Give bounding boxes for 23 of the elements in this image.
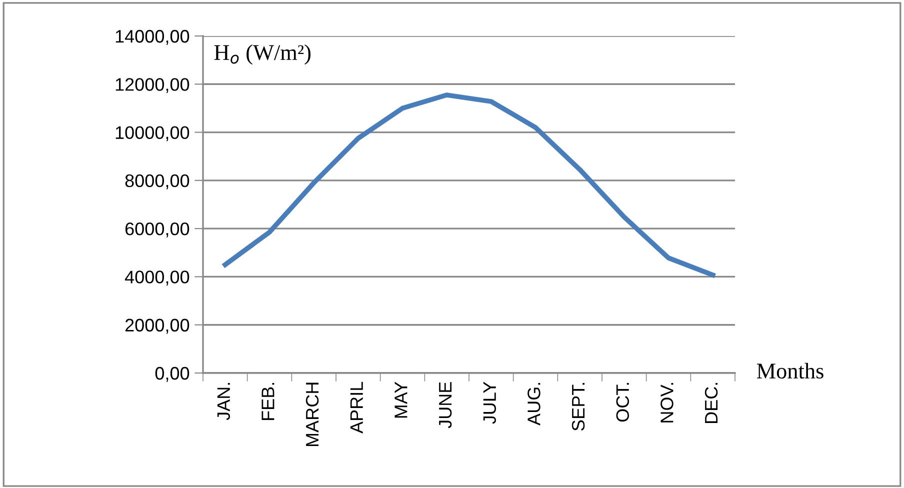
- x-tick-label: MAY: [394, 382, 408, 418]
- y-tick-label: 0,00: [155, 366, 190, 382]
- y-axis-title: H$_{o}$ (W/m²): [214, 44, 310, 65]
- x-tick-label: OCT.: [616, 382, 630, 422]
- x-tick-label: JULY: [483, 382, 496, 424]
- x-tick-label: AUG.: [528, 382, 540, 426]
- x-tick-label: MARCH: [306, 382, 319, 446]
- y-tick-label: 6000,00: [125, 222, 190, 238]
- y-tick-label: 4000,00: [124, 270, 190, 286]
- line-series: [222, 92, 716, 278]
- y-tick-label: 2000,00: [125, 318, 190, 334]
- x-tick-label: JUNE: [439, 382, 452, 428]
- y-tick-label: 12000,00: [116, 78, 190, 93]
- x-axis-title: Months: [756, 362, 824, 379]
- x-tick-label: DEC.: [704, 382, 718, 423]
- x-tick-label: APRIL: [350, 382, 363, 434]
- x-tick-label: JAN.: [217, 382, 230, 420]
- y-tick-label: 14000,00: [116, 30, 190, 45]
- x-tick-label: SEPT.: [572, 382, 585, 431]
- x-tick-label: FEB.: [262, 382, 274, 420]
- x-tick-label: NOV.: [660, 382, 674, 422]
- y-tick-label: 10000,00: [116, 126, 190, 142]
- y-tick-label: 8000,00: [125, 174, 190, 190]
